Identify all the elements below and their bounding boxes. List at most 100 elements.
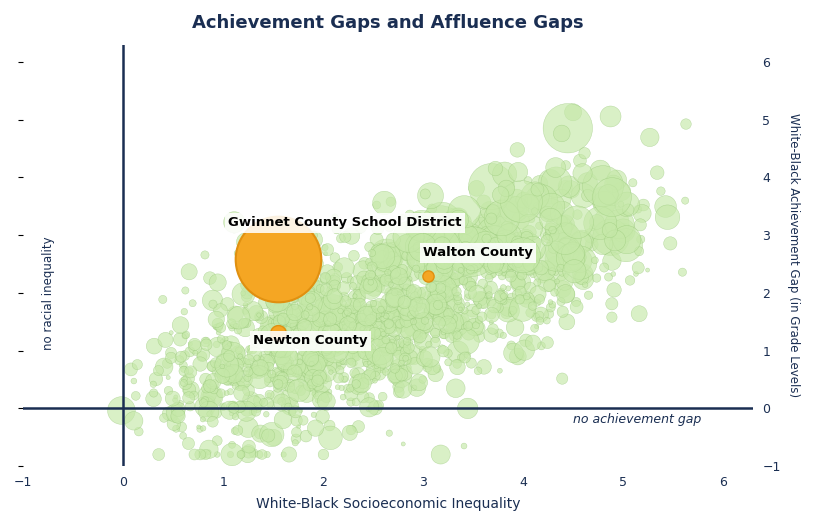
Point (310, 336, 323, 344)
Point (387, 268, 400, 276)
Point (199, 450, 212, 459)
Point (335, 309, 348, 318)
Point (268, 334, 281, 342)
Point (514, 216, 527, 224)
Point (573, 256, 586, 265)
Point (609, 236, 622, 245)
Point (309, 339, 322, 348)
Point (235, 389, 248, 397)
Point (376, 353, 389, 362)
Point (476, 279, 489, 288)
Point (488, 239, 501, 247)
Point (292, 262, 305, 270)
Point (179, 331, 192, 340)
Point (344, 276, 357, 284)
Point (237, 380, 250, 388)
Point (517, 196, 530, 204)
Point (512, 239, 525, 247)
Point (392, 333, 405, 342)
Point (321, 320, 334, 328)
Point (229, 310, 242, 318)
Point (366, 328, 379, 337)
Point (362, 373, 375, 381)
Text: Walton County: Walton County (423, 246, 533, 259)
Point (220, 341, 233, 349)
Point (393, 320, 406, 328)
Point (207, 377, 220, 385)
Point (560, 290, 573, 299)
Point (357, 339, 370, 348)
Point (239, 323, 252, 332)
Point (361, 312, 374, 320)
Point (475, 312, 488, 321)
Point (453, 303, 466, 312)
Point (355, 321, 368, 329)
Point (576, 270, 589, 278)
Point (344, 429, 357, 437)
Point (131, 360, 144, 369)
Point (127, 417, 140, 425)
Point (115, 406, 128, 415)
Point (416, 345, 429, 354)
Point (425, 309, 438, 318)
Point (276, 380, 289, 388)
Point (496, 272, 509, 280)
Point (292, 423, 305, 431)
Point (527, 339, 540, 347)
Point (294, 371, 307, 379)
Point (212, 367, 225, 375)
Point (177, 361, 190, 369)
Point (303, 317, 316, 325)
Point (177, 432, 190, 440)
Point (339, 233, 352, 241)
Point (235, 356, 248, 365)
Point (582, 291, 595, 299)
Point (473, 332, 486, 341)
Point (379, 335, 392, 344)
Point (342, 340, 355, 349)
Point (376, 253, 389, 261)
Point (515, 197, 528, 206)
Point (369, 376, 382, 385)
Point (374, 308, 387, 316)
Point (361, 310, 374, 318)
Point (297, 416, 310, 425)
Point (492, 268, 505, 277)
Point (239, 238, 252, 246)
Point (492, 329, 505, 338)
Point (337, 333, 350, 342)
Point (511, 259, 524, 267)
Point (272, 298, 285, 306)
Point (383, 298, 396, 307)
Point (365, 262, 379, 271)
Point (525, 196, 538, 205)
Point (215, 389, 228, 397)
Point (404, 326, 417, 334)
Point (346, 323, 359, 331)
Point (365, 304, 379, 313)
Point (571, 218, 584, 226)
Point (278, 380, 291, 388)
Point (391, 334, 404, 342)
Point (398, 346, 411, 354)
Point (429, 338, 442, 347)
Point (262, 374, 275, 382)
Point (326, 295, 339, 303)
Point (637, 201, 650, 209)
Point (202, 448, 215, 456)
Point (487, 325, 500, 333)
Point (622, 206, 635, 214)
Point (462, 254, 475, 262)
Point (448, 229, 461, 237)
Point (444, 318, 457, 327)
Point (183, 348, 196, 356)
Point (243, 232, 256, 240)
Point (413, 303, 426, 312)
Point (428, 259, 441, 267)
Point (347, 339, 360, 347)
Point (309, 390, 322, 398)
Point (221, 361, 234, 370)
Point (409, 298, 422, 307)
Point (282, 259, 295, 268)
Point (229, 382, 242, 391)
